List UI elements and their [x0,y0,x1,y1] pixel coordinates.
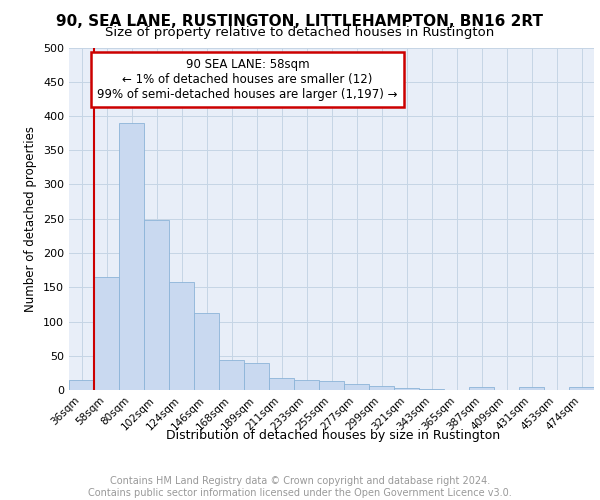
Bar [469,386,494,390]
Bar [369,386,394,390]
Text: 90, SEA LANE, RUSTINGTON, LITTLEHAMPTON, BN16 2RT: 90, SEA LANE, RUSTINGTON, LITTLEHAMPTON,… [56,14,544,29]
Bar [69,380,94,390]
Bar [394,388,419,390]
Bar [94,277,119,390]
Text: 90 SEA LANE: 58sqm
← 1% of detached houses are smaller (12)
99% of semi-detached: 90 SEA LANE: 58sqm ← 1% of detached hous… [97,58,398,101]
Bar [269,378,294,390]
Bar [519,388,544,390]
Bar [119,123,144,390]
Bar [169,282,194,390]
Text: Distribution of detached houses by size in Rustington: Distribution of detached houses by size … [166,430,500,442]
Bar [319,381,344,390]
Bar [244,364,269,390]
Text: Contains HM Land Registry data © Crown copyright and database right 2024.
Contai: Contains HM Land Registry data © Crown c… [88,476,512,498]
Bar [144,220,169,390]
Bar [419,388,444,390]
Text: Size of property relative to detached houses in Rustington: Size of property relative to detached ho… [106,26,494,39]
Bar [294,380,319,390]
Bar [344,384,369,390]
Bar [219,360,244,390]
Bar [569,388,594,390]
Y-axis label: Number of detached properties: Number of detached properties [25,126,37,312]
Bar [194,312,219,390]
